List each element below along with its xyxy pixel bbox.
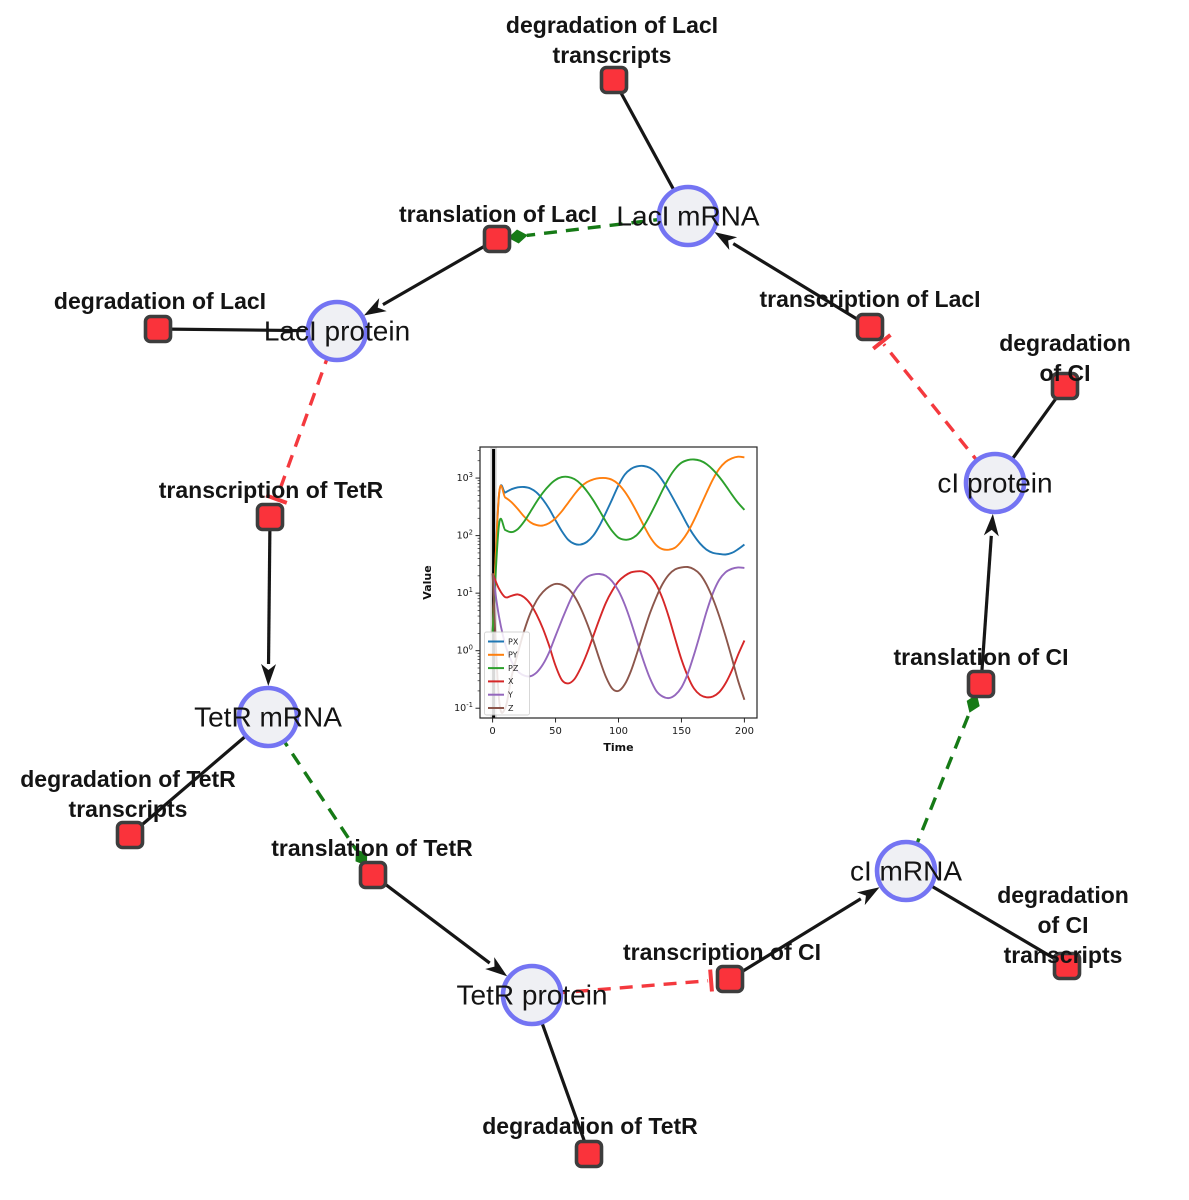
edge-laci-protein-tl-laci-arrowhead [363, 298, 387, 316]
reaction-node-deg-laci[interactable] [143, 314, 173, 344]
edge-tetr-mrna-tr-tetr [266, 516, 272, 665]
reaction-node-deg-tetr-transcripts[interactable] [115, 820, 145, 850]
y-tick-label: 100 [457, 644, 473, 657]
species-node-laci-mrna[interactable] [656, 184, 720, 248]
edge-laci-mrna-tl-laci-diamond [507, 229, 528, 244]
edge-ci-protein-tl-ci [979, 535, 993, 685]
edge-ci-protein-tr-laci-tbar [872, 333, 892, 351]
legend-label-X: X [508, 677, 514, 686]
reaction-node-tr-ci[interactable] [715, 964, 745, 994]
reaction-node-deg-ci[interactable] [1050, 371, 1080, 401]
y-tick-label: 102 [457, 529, 473, 542]
chart-series-PZ [491, 458, 746, 634]
species-node-ci-mrna[interactable] [874, 839, 938, 903]
edge-laci-protein-tl-laci [382, 237, 498, 306]
chart-series-Y [491, 566, 745, 700]
edge-laci-protein-tr-tetr-tbar [265, 493, 288, 505]
x-tick-label: 50 [549, 726, 562, 737]
legend-box [484, 631, 530, 716]
edge-ci-protein-tl-ci-arrowhead [983, 513, 999, 537]
edge-ci-mrna-tr-ci [729, 897, 862, 981]
x-tick-label: 100 [609, 726, 628, 737]
legend-label-PX: PX [508, 637, 519, 646]
edge-ci-mrna-tl-ci-diamond [966, 694, 980, 713]
edge-tetr-protein-tl-tetr [372, 873, 491, 965]
y-tick-label: 101 [457, 586, 473, 599]
reaction-node-tr-tetr[interactable] [255, 502, 285, 532]
species-node-ci-protein[interactable] [963, 451, 1027, 515]
chart-series-layer [491, 455, 746, 714]
x-tick-label: 150 [672, 726, 691, 737]
legend-label-Z: Z [508, 704, 514, 713]
chart-series-Z [491, 565, 746, 714]
reaction-node-tl-laci[interactable] [482, 224, 512, 254]
edge-laci-mrna-tr-laci [732, 242, 871, 329]
legend-label-PY: PY [508, 651, 518, 660]
reaction-node-deg-tetr[interactable] [574, 1139, 604, 1169]
reaction-node-deg-ci-transcripts[interactable] [1052, 951, 1082, 981]
legend-label-Y: Y [507, 691, 513, 700]
chart-series-PY [491, 455, 745, 634]
edge-laci-mrna-tr-laci-arrowhead [714, 232, 738, 250]
legend-label-PZ: PZ [508, 664, 519, 673]
chart-legend: PX PY PZ XYZ [484, 631, 530, 716]
y-tick-label: 10-1 [454, 701, 473, 714]
species-layer [236, 184, 1027, 1027]
inset-chart: 0 50 100 150 20010-1100101102103TimeValuePXP… [421, 446, 758, 754]
chart-ylabel: Value [421, 565, 434, 599]
reaction-node-tr-laci[interactable] [855, 312, 885, 342]
species-node-tetr-mrna[interactable] [236, 685, 300, 749]
y-tick-label: 103 [457, 471, 473, 484]
edge-tetr-protein-tl-tetr-arrowhead [485, 957, 508, 977]
edge-tetr-protein-tr-ci-tbar [708, 969, 714, 992]
edge-ci-mrna-tr-ci-arrowhead [856, 887, 880, 906]
chart-xlabel: Time [603, 741, 633, 754]
reaction-node-tl-tetr[interactable] [358, 860, 388, 890]
reactions-layer [115, 65, 1082, 1169]
species-node-tetr-protein[interactable] [500, 963, 564, 1027]
chart-series-PX [491, 464, 745, 634]
x-tick-label: 0 [489, 726, 495, 737]
reaction-node-deg-laci-transcripts[interactable] [599, 65, 629, 95]
reaction-node-tl-ci[interactable] [966, 669, 996, 699]
chart-series-X [491, 570, 746, 699]
species-node-laci-protein[interactable] [305, 299, 369, 363]
x-tick-label: 200 [735, 726, 754, 737]
edge-tetr-mrna-tr-tetr-arrowhead [261, 663, 277, 687]
